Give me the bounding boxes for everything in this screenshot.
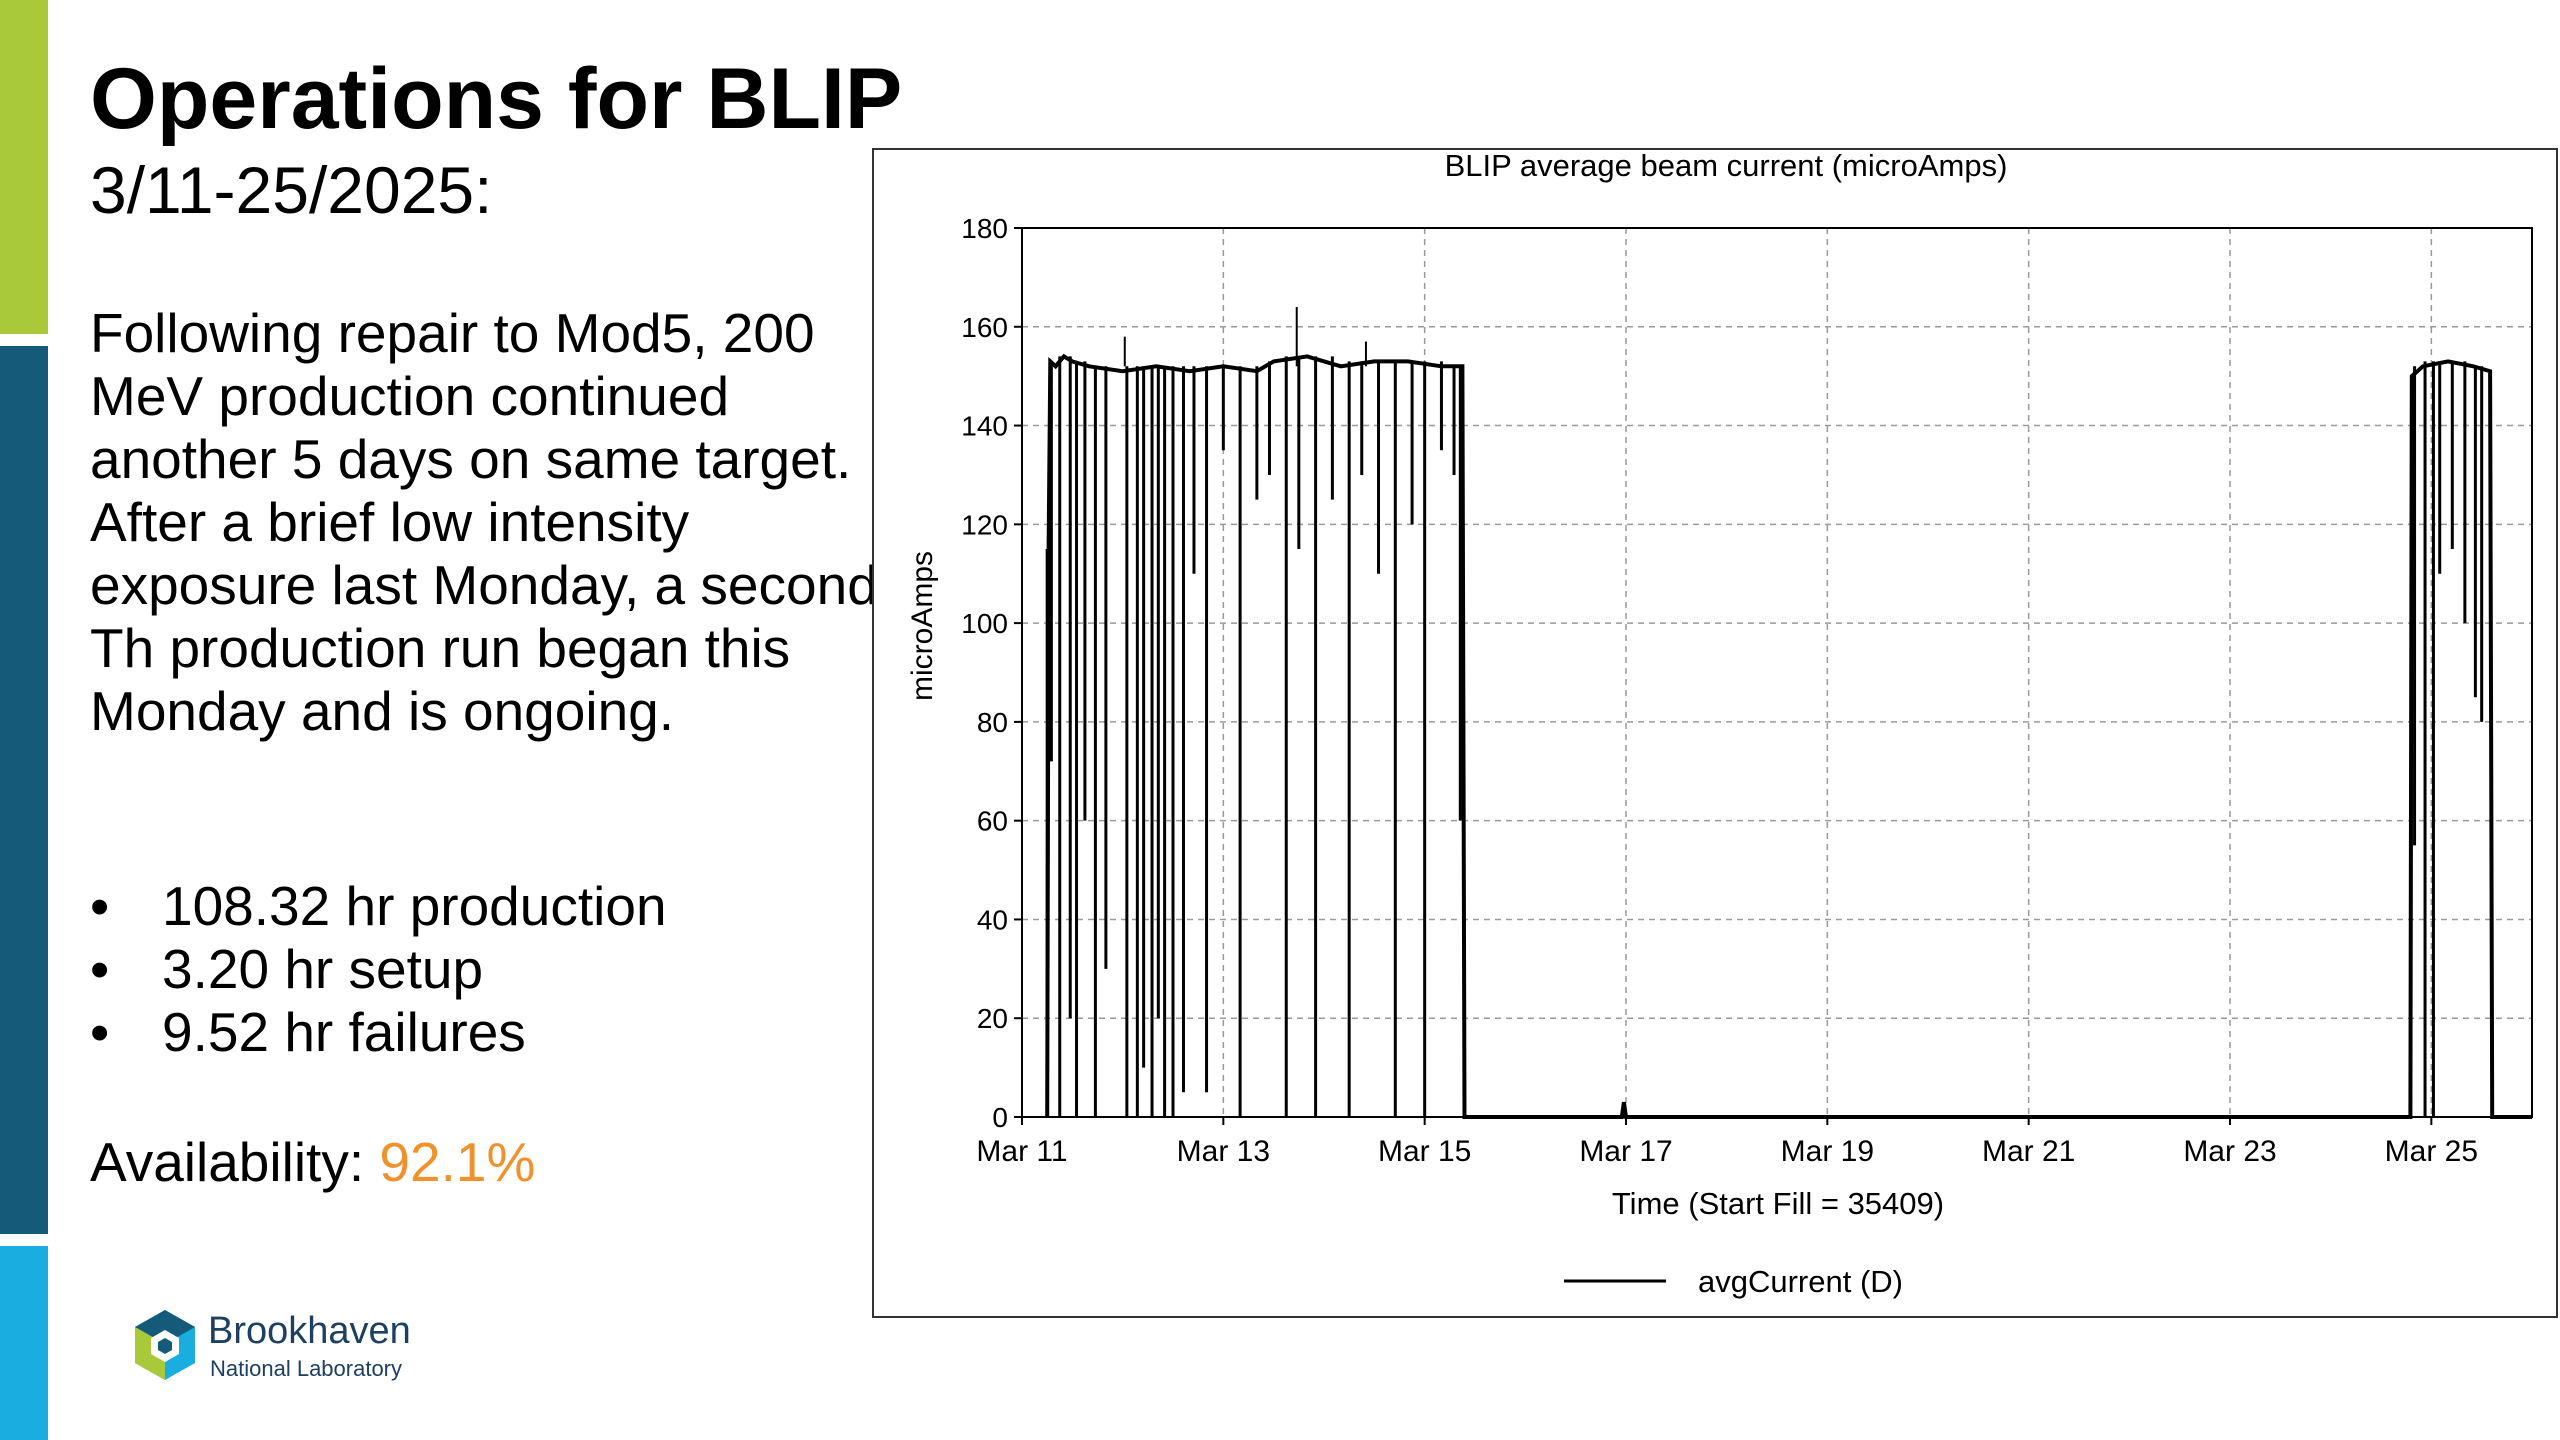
beam-current-chart: BLIP average beam current (microAmps) mi… [906,150,2533,1299]
y-tick-label: 160 [961,312,1008,343]
brookhaven-logo: Brookhaven National Laboratory [132,1308,452,1388]
y-tick-label: 0 [992,1102,1008,1133]
stat-setup: 3.20 hr setup [90,938,667,1001]
stat-production: 108.32 hr production [90,875,667,938]
y-tick-label: 140 [961,411,1008,442]
y-tick-label: 20 [977,1003,1008,1034]
y-tick-label: 100 [961,608,1008,639]
brookhaven-hexagon-logo-icon [135,1310,195,1380]
x-tick-label: Mar 19 [1781,1135,1874,1168]
slide-paragraph: Following repair to Mod5, 200 MeV produc… [90,302,878,742]
logo-subtitle: National Laboratory [210,1356,403,1381]
x-tick-label: Mar 21 [1982,1135,2075,1168]
legend: avgCurrent (D) [1564,1264,1903,1299]
chart-title: BLIP average beam current (microAmps) [1445,150,2008,183]
x-tick-label: Mar 15 [1378,1135,1471,1168]
x-axis-label: Time (Start Fill = 35409) [1612,1186,1944,1221]
accent-bar-cyan [0,1246,48,1440]
availability-label: Availability: [90,1131,380,1193]
stat-failures: 9.52 hr failures [90,1001,667,1064]
accent-bar-green [0,0,48,334]
slide-subtitle: 3/11-25/2025: [90,153,493,227]
x-ticks: Mar 11 Mar 13 Mar 15 Mar 17 Mar 19 Mar 21 Mar … [976,1117,2478,1168]
chart-frame: BLIP average beam current (microAmps) mi… [872,148,2558,1318]
logo-name: Brookhaven [208,1310,411,1352]
x-tick-label: Mar 13 [1177,1135,1270,1168]
x-tick-label: Mar 23 [2183,1135,2276,1168]
stats-list: 108.32 hr production 3.20 hr setup 9.52 … [90,875,667,1064]
y-ticks: 0 20 40 60 80 100 120 140 160 180 [961,213,1022,1133]
availability-value: 92.1% [379,1131,536,1193]
series-line [1045,353,2532,1119]
legend-label: avgCurrent (D) [1698,1264,1903,1299]
x-tick-label: Mar 25 [2385,1135,2478,1168]
y-tick-label: 120 [961,509,1008,540]
accent-bar-navy [0,346,48,1234]
x-tick-label: Mar 17 [1579,1135,1672,1168]
y-tick-label: 40 [977,904,1008,935]
y-tick-label: 80 [977,707,1008,738]
availability: Availability: 92.1% [90,1130,535,1194]
x-tick-label: Mar 11 [976,1135,1067,1168]
slide-title: Operations for BLIP [90,51,903,147]
y-axis-label: microAmps [906,551,939,701]
plot-area [1021,227,2533,1118]
y-tick-label: 60 [977,806,1008,837]
y-tick-label: 180 [961,213,1008,244]
chart-grid [1022,228,2532,1117]
series-avg-current [1045,307,2532,1119]
